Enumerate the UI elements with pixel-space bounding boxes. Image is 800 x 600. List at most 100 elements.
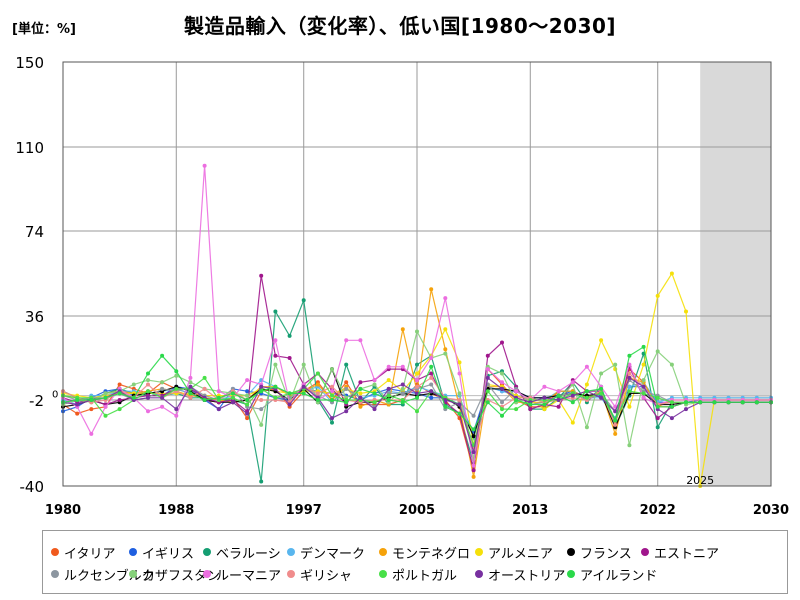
data-point: [386, 378, 391, 383]
series-アイルランド: [61, 344, 773, 432]
data-point: [429, 364, 434, 369]
data-point: [259, 479, 264, 484]
data-point: [528, 402, 533, 407]
data-point: [146, 409, 150, 414]
data-point: [160, 395, 165, 400]
data-point: [457, 391, 462, 396]
data-point: [344, 409, 349, 414]
data-point: [146, 378, 150, 383]
data-point: [372, 391, 377, 396]
data-point: [372, 400, 377, 405]
data-point: [570, 393, 575, 398]
data-point: [174, 413, 179, 418]
data-point: [485, 389, 490, 394]
data-point: [415, 378, 419, 383]
legend-label: カザフスタン: [142, 569, 221, 584]
data-point: [400, 327, 405, 332]
data-point: [627, 371, 632, 376]
data-point: [315, 371, 320, 376]
data-point: [570, 380, 575, 385]
data-point: [131, 382, 136, 387]
data-point: [556, 389, 561, 394]
data-point: [117, 382, 122, 387]
data-point: [613, 422, 618, 427]
legend-marker-icon: [475, 547, 483, 556]
data-point: [344, 380, 349, 385]
data-point: [613, 431, 618, 436]
data-point: [75, 398, 80, 402]
data-point: [330, 389, 334, 394]
data-point: [358, 395, 363, 400]
legend-label: エストニア: [654, 547, 720, 562]
data-point: [726, 400, 731, 405]
data-point: [641, 395, 646, 400]
data-point: [429, 356, 434, 360]
data-point: [202, 163, 207, 168]
data-point: [301, 362, 306, 367]
data-point: [443, 327, 448, 332]
data-point: [103, 404, 108, 409]
data-point: [415, 384, 419, 389]
data-point: [500, 386, 504, 391]
data-point: [443, 296, 448, 301]
data-point: [485, 367, 490, 372]
data-point: [245, 393, 250, 398]
data-point: [443, 398, 448, 402]
data-point: [103, 413, 108, 418]
data-point: [117, 407, 122, 412]
data-point: [485, 400, 490, 405]
data-point: [131, 395, 136, 400]
data-point: [500, 340, 504, 345]
x-tick-label: 2013: [512, 503, 548, 518]
legend-item: エストニア: [641, 543, 719, 562]
data-point: [273, 362, 278, 367]
zero-label: 0: [52, 390, 58, 401]
data-point: [358, 404, 363, 409]
data-point: [627, 362, 632, 367]
legend-marker-icon: [475, 569, 483, 578]
data-point: [613, 362, 618, 367]
data-point: [103, 391, 108, 396]
unit-label: [単位：%]: [12, 22, 76, 37]
x-tick-label: 1988: [158, 503, 194, 518]
data-point: [613, 409, 618, 414]
data-point: [415, 409, 419, 414]
data-point: [471, 463, 476, 468]
data-point: [400, 386, 405, 391]
data-point: [117, 391, 122, 396]
legend-label: アイルランド: [580, 569, 658, 584]
data-point: [259, 273, 264, 278]
data-point: [500, 371, 504, 376]
data-point: [471, 450, 476, 455]
data-point: [230, 391, 235, 396]
data-point: [245, 398, 250, 402]
data-point: [89, 431, 94, 436]
data-point: [684, 309, 688, 314]
data-point: [146, 371, 150, 376]
data-point: [146, 382, 150, 387]
data-point: [599, 386, 604, 391]
data-point: [188, 391, 193, 396]
data-point: [330, 398, 334, 402]
data-point: [344, 400, 349, 405]
data-point: [443, 404, 448, 409]
data-point: [174, 369, 179, 374]
data-point: [556, 404, 561, 409]
data-point: [669, 404, 674, 409]
data-point: [669, 362, 674, 367]
data-point: [216, 407, 221, 412]
data-point: [273, 338, 278, 343]
data-point: [188, 375, 193, 380]
legend-marker-icon: [129, 569, 137, 578]
legend-item: ギリシャ: [287, 565, 352, 584]
data-point: [273, 353, 278, 358]
legend-item: フランス: [567, 543, 632, 562]
data-point: [117, 398, 122, 402]
data-point: [89, 407, 94, 412]
data-point: [245, 416, 250, 421]
data-point: [599, 395, 604, 400]
data-point: [216, 395, 221, 400]
data-point: [330, 416, 334, 421]
data-point: [485, 375, 490, 380]
data-point: [245, 411, 250, 416]
